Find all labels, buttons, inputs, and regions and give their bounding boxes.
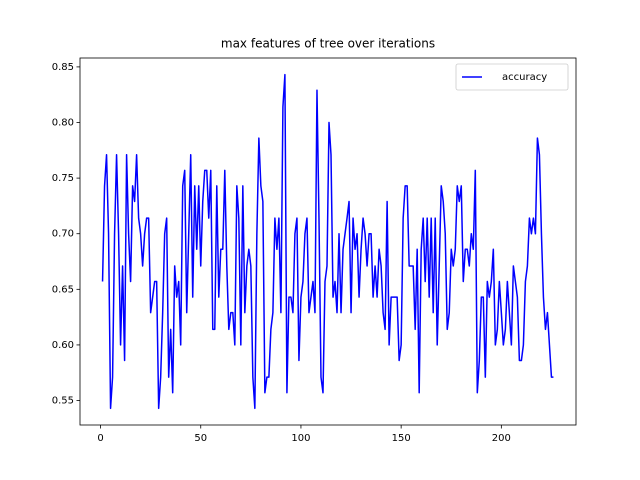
y-tick-label: 0.65 <box>52 284 74 295</box>
x-tick-label: 50 <box>194 433 207 444</box>
x-tick-label: 150 <box>392 433 411 444</box>
chart-title: max features of tree over iterations <box>221 37 435 51</box>
x-tick-label: 100 <box>291 433 310 444</box>
x-tick-label: 200 <box>492 433 511 444</box>
legend-label: accuracy <box>502 72 547 83</box>
data-line <box>101 73 554 410</box>
y-tick-label: 0.80 <box>52 118 74 129</box>
y-tick-label: 0.70 <box>52 229 74 240</box>
y-tick-label: 0.60 <box>52 340 74 351</box>
x-tick-label: 0 <box>97 433 103 444</box>
legend-box <box>455 63 569 91</box>
y-tick-label: 0.75 <box>52 173 74 184</box>
y-tick-label: 0.55 <box>52 396 74 407</box>
y-tick-label: 0.85 <box>52 62 74 73</box>
plot-frame <box>79 57 577 426</box>
